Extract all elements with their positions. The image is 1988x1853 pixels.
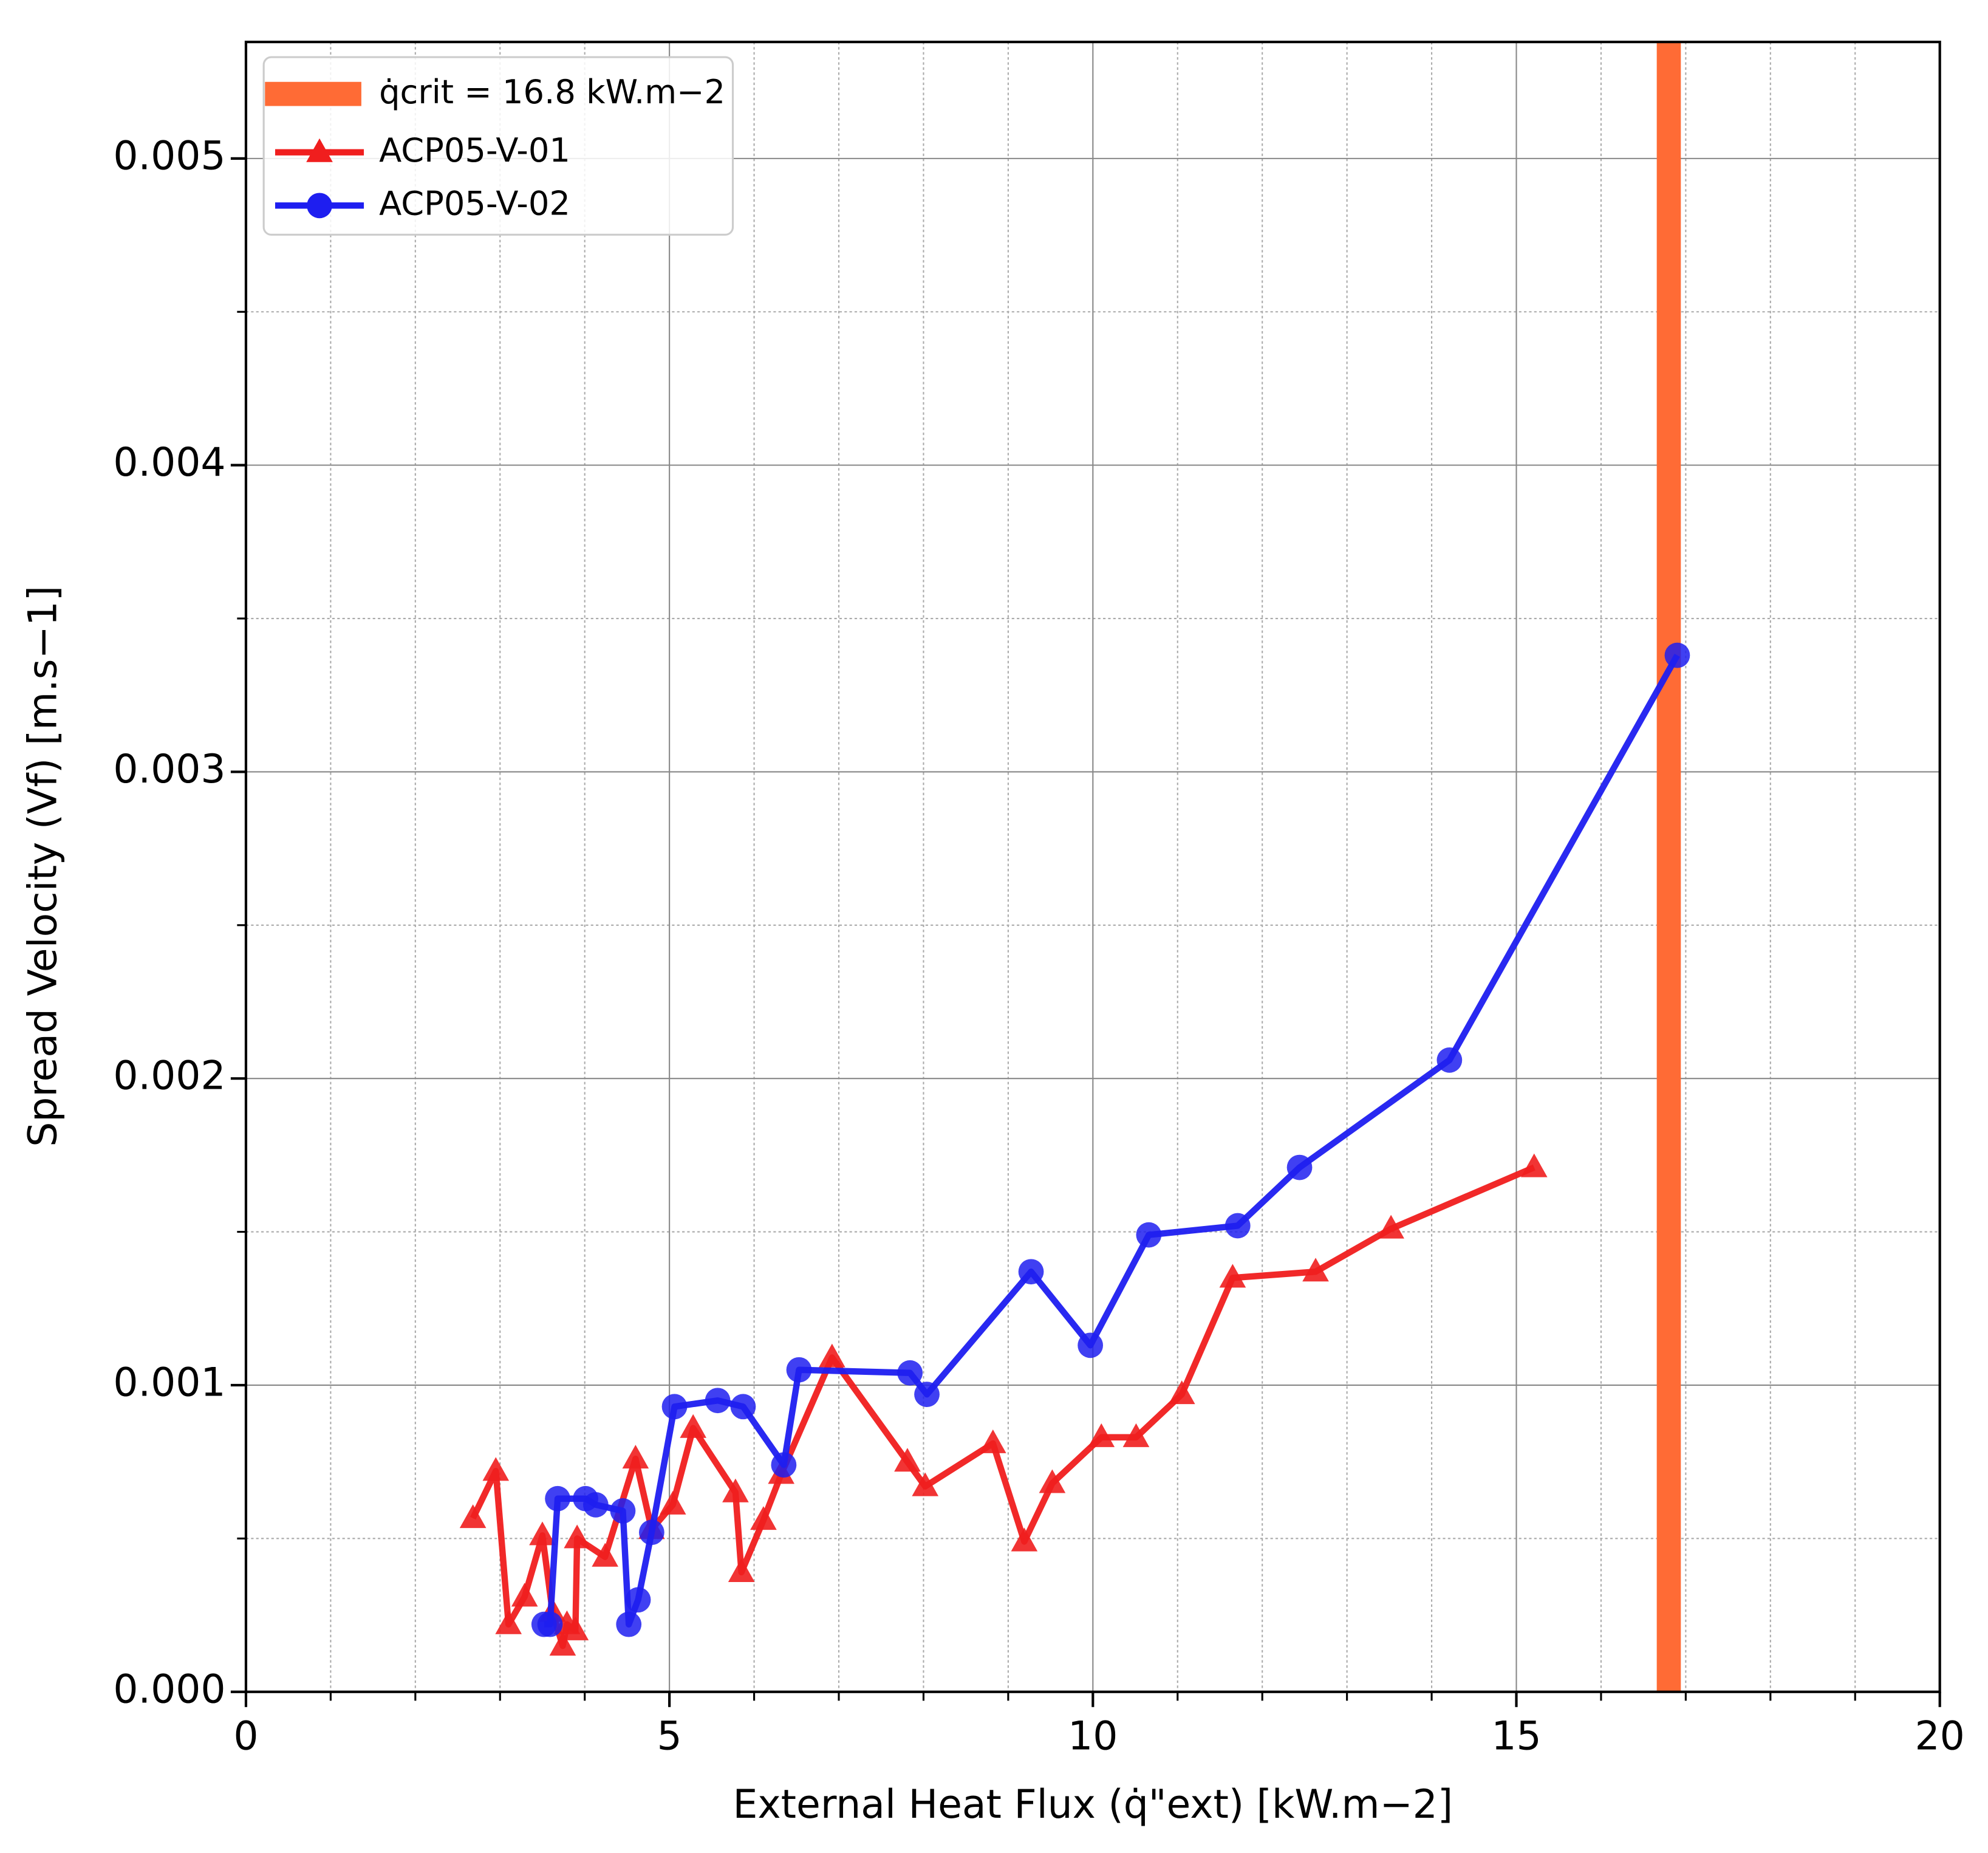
point [549,1632,576,1656]
legend-box [262,56,734,236]
point [1122,1423,1150,1447]
point [562,1616,589,1640]
x-tick-label: 5 [657,1714,682,1759]
y-tick-label: 0.003 [113,747,225,792]
point [659,1490,686,1515]
point [1018,1259,1044,1285]
x-axis-label: External Heat Flux (q̇"ext) [kW.m−2] [733,1782,1453,1827]
x-tick-label: 0 [233,1714,258,1759]
point [661,1394,688,1420]
legend-marker [306,138,333,162]
point [1664,642,1690,668]
series-line [470,1164,1535,1649]
point [979,1429,1006,1453]
point [1039,1469,1066,1493]
point [1520,1153,1548,1177]
point [705,1388,731,1414]
point [730,1394,756,1420]
point [786,1357,812,1383]
legend-label: ACP05-V-01 [379,131,570,170]
x-tick-label: 15 [1491,1714,1541,1759]
point [638,1519,664,1546]
point [511,1583,538,1607]
plot-frame [244,40,1941,1693]
point [1225,1213,1251,1239]
point [495,1610,522,1634]
point [545,1485,570,1512]
series-line [544,654,1680,1628]
point [610,1498,636,1524]
point [616,1611,642,1637]
legend-label: q̇crit = 16.8 kW.m−2 [379,73,725,111]
point [1219,1264,1246,1288]
point [459,1504,487,1529]
point [482,1457,510,1481]
point [625,1587,651,1613]
legend-marker [307,193,332,219]
point [897,1360,923,1386]
x-tick-label: 20 [1915,1714,1965,1759]
point [1302,1258,1329,1282]
point [1011,1527,1038,1552]
y-tick-label: 0.002 [113,1053,225,1099]
point [1136,1222,1162,1248]
legend-label: ACP05-V-02 [379,184,570,222]
point [819,1343,845,1368]
y-tick-label: 0.001 [113,1360,225,1406]
point [722,1478,749,1502]
point [894,1448,921,1472]
y-axis-label: Spread Velocity (Vf) [m.s−1] [21,586,66,1147]
point [912,1472,939,1496]
point [529,1521,556,1546]
point [1078,1332,1104,1358]
point [680,1414,706,1438]
point [1168,1380,1195,1405]
x-tick-label: 10 [1068,1714,1118,1759]
point [750,1506,777,1530]
y-tick-label: 0.004 [113,440,225,485]
point [728,1558,755,1582]
point [914,1382,940,1407]
y-tick-label: 0.005 [113,133,225,179]
point [1088,1423,1115,1447]
point [564,1524,590,1549]
point [1436,1047,1463,1073]
y-tick-label: 0.000 [113,1666,225,1712]
point [622,1445,649,1469]
point [1286,1154,1313,1180]
point [1378,1214,1404,1239]
point [771,1452,797,1478]
point [582,1492,609,1518]
point [537,1611,563,1637]
legend: q̇crit = 16.8 kW.m−2 ACP05-V-01 ACP05-V-02 [262,56,734,236]
point [592,1543,618,1567]
